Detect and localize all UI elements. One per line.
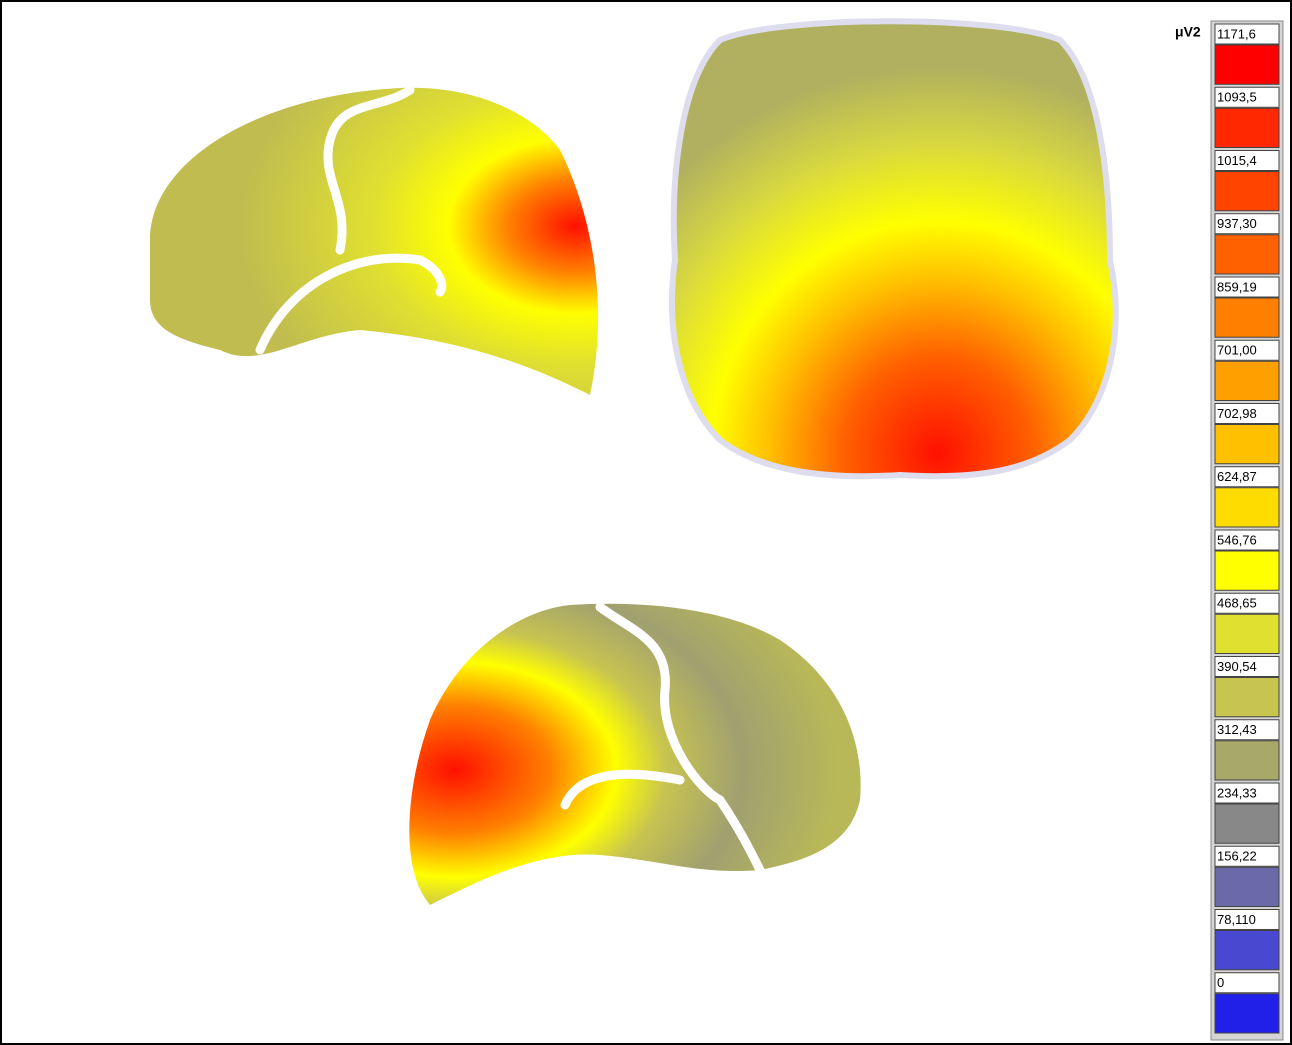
brain-map-view: μV2 1171,6 1093,5 1015,4 937,30 859,19 701,00…	[0, 0, 1292, 1045]
legend-label: 702,98	[1217, 406, 1257, 421]
legend-label: 1171,6	[1217, 26, 1256, 41]
legend-label: 156,22	[1217, 849, 1257, 864]
legend-swatch	[1215, 614, 1279, 653]
legend-swatch	[1215, 994, 1279, 1033]
legend-swatch	[1215, 741, 1279, 780]
legend-label: 390,54	[1217, 659, 1257, 674]
legend-label: 0	[1217, 975, 1224, 990]
legend-label: 468,65	[1217, 596, 1257, 611]
brain-top-view	[672, 21, 1116, 476]
legend-swatch	[1215, 931, 1279, 970]
legend-swatch	[1215, 235, 1279, 274]
legend-label-box	[1215, 973, 1279, 993]
legend-swatch	[1215, 108, 1279, 147]
legend-swatch	[1215, 172, 1279, 211]
legend-label: 1093,5	[1217, 90, 1257, 105]
legend-label: 312,43	[1217, 722, 1257, 737]
legend-swatch	[1215, 804, 1279, 843]
legend-swatch	[1215, 45, 1279, 84]
legend-swatch	[1215, 488, 1279, 527]
legend-label: 234,33	[1217, 785, 1257, 800]
legend-swatch	[1215, 298, 1279, 337]
legend-swatch	[1215, 678, 1279, 717]
legend-label: 546,76	[1217, 532, 1257, 547]
legend-swatch	[1215, 361, 1279, 400]
legend-unit: μV2	[1175, 24, 1201, 40]
legend-swatch	[1215, 551, 1279, 590]
legend-label: 624,87	[1217, 469, 1257, 484]
legend-label: 78,110	[1217, 912, 1256, 927]
legend-swatch	[1215, 867, 1279, 906]
legend-label: 937,30	[1217, 216, 1257, 231]
legend-label: 859,19	[1217, 279, 1257, 294]
legend-label: 701,00	[1217, 343, 1257, 358]
legend-label: 1015,4	[1217, 153, 1257, 168]
legend-swatch	[1215, 425, 1279, 464]
